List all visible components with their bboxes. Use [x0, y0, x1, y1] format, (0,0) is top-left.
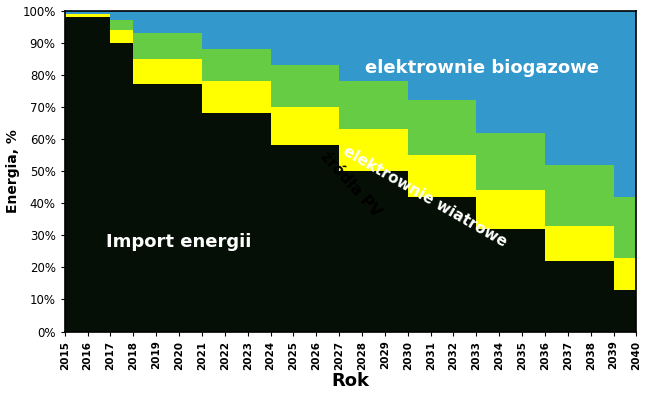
Y-axis label: Energia, %: Energia, % [6, 129, 19, 213]
Text: Import energii: Import energii [106, 232, 252, 251]
Text: elektrownie biogazowe: elektrownie biogazowe [365, 59, 599, 77]
Text: elektrownie wiatrowe: elektrownie wiatrowe [340, 144, 509, 250]
Text: źródła PV: źródła PV [318, 148, 384, 219]
X-axis label: Rok: Rok [332, 373, 369, 390]
